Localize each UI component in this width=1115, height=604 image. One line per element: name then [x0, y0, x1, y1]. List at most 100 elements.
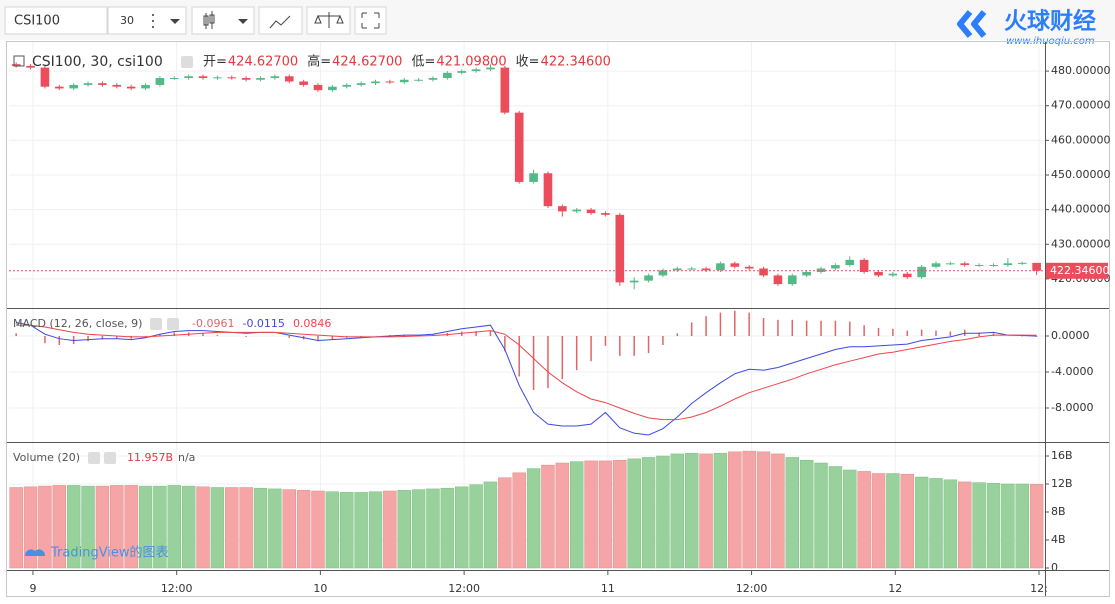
- y-tick-label: 16B: [1051, 449, 1073, 462]
- volume-bar: [153, 485, 167, 569]
- volume-bar: [210, 487, 225, 569]
- header-field-label: 低=: [411, 55, 435, 70]
- candle-body: [888, 273, 898, 276]
- candle-body: [169, 78, 179, 80]
- volume-bar: [828, 466, 843, 569]
- volume-bar: [239, 487, 253, 569]
- y-tick-label: 450.00000: [1051, 168, 1111, 181]
- y-tick-label: 460.00000: [1051, 133, 1111, 146]
- candle-body: [1032, 262, 1041, 271]
- candle-body: [1003, 263, 1013, 266]
- candle-body: [859, 259, 869, 272]
- volume-bar: [340, 492, 354, 569]
- candle-body: [256, 78, 265, 80]
- candle-body: [428, 78, 438, 80]
- x-tick-label: 12:00: [448, 582, 480, 595]
- candle-body: [83, 83, 93, 85]
- volume-bar: [167, 485, 181, 569]
- volume-bar: [124, 485, 138, 569]
- compare-icon: [314, 12, 344, 28]
- x-tick-label: 12:00: [736, 582, 768, 595]
- candle-body: [155, 78, 165, 85]
- volume-bar: [1001, 483, 1015, 569]
- y-tick-label: 470.00000: [1051, 99, 1111, 112]
- volume-bar: [613, 459, 627, 569]
- volume-bar: [95, 485, 110, 569]
- volume-bar: [455, 486, 469, 569]
- volume-bar: [52, 485, 67, 569]
- candle-body: [227, 77, 237, 79]
- volume-bar: [929, 478, 943, 569]
- volume-bar: [771, 453, 785, 569]
- y-tick-label: 430.00000: [1051, 237, 1111, 250]
- candle-body: [558, 206, 567, 212]
- y-tick-label: 480.00000: [1051, 64, 1111, 77]
- candle-body: [284, 76, 294, 82]
- candle-body: [759, 268, 768, 276]
- y-tick-label: 440.00000: [1051, 203, 1111, 216]
- volume-bar: [584, 460, 598, 569]
- y-tick-label: 12B: [1051, 477, 1073, 490]
- volume-bar: [728, 451, 742, 569]
- header-field-value: 422.34600: [541, 55, 611, 70]
- watermark-icon: [24, 549, 46, 556]
- volume-bar: [483, 481, 498, 569]
- volume-bar: [958, 481, 972, 569]
- candle-body: [514, 112, 524, 182]
- volume-bar: [38, 485, 52, 569]
- volume-bar: [972, 482, 986, 569]
- volume-bar: [426, 488, 440, 569]
- candle-body: [902, 273, 912, 278]
- dropdown-icon: [170, 19, 180, 24]
- indicators-button[interactable]: [258, 6, 303, 35]
- close-icon: [104, 452, 116, 464]
- close-icon: [167, 318, 179, 330]
- header-field-label: 收=: [516, 55, 540, 70]
- candle-body: [299, 81, 308, 85]
- candle-body: [601, 213, 610, 215]
- x-tick-label: 12:00: [161, 582, 193, 595]
- volume-bar: [1015, 483, 1029, 569]
- candle-body: [356, 83, 366, 85]
- candle-body: [69, 84, 78, 89]
- candle-body: [701, 268, 711, 271]
- candle-body: [572, 209, 582, 212]
- watermark: TradingView的图表: [50, 545, 169, 561]
- volume-bar: [684, 452, 699, 569]
- volume-last-value: 11.957B: [127, 451, 173, 464]
- volume-bar: [670, 453, 685, 569]
- volume-bar: [699, 453, 713, 569]
- volume-bar: [886, 473, 900, 569]
- volume-bar: [641, 457, 656, 569]
- plot-area: 912:001012:001112:001212:420.00000430.00…: [7, 42, 1111, 596]
- candle-body: [946, 263, 955, 265]
- volume-bar: [627, 458, 641, 569]
- volume-bar: [23, 486, 38, 569]
- candle-body: [198, 76, 208, 79]
- candle-body: [974, 265, 984, 267]
- candle-body: [399, 79, 409, 83]
- candle-body: [629, 280, 639, 283]
- volume-bar: [914, 476, 929, 569]
- volume-bar: [138, 485, 153, 569]
- volume-bar: [196, 486, 210, 569]
- candle-body: [40, 67, 50, 87]
- macd-legend-value: -0.0961: [192, 317, 234, 330]
- y-tick-label: 0: [1051, 561, 1058, 574]
- fullscreen-button[interactable]: [354, 6, 387, 35]
- x-tick-label: 12: [888, 582, 902, 595]
- candle-body: [371, 81, 380, 84]
- volume-bar: [440, 487, 455, 569]
- chart-frame: [6, 41, 1110, 597]
- volume-bar: [296, 490, 311, 569]
- header-field-value: 424.62700: [332, 55, 402, 70]
- symbol-input[interactable]: [4, 6, 108, 35]
- candle-body: [313, 84, 323, 91]
- volume-bar: [656, 455, 670, 569]
- candle-body: [26, 65, 35, 68]
- compare-button[interactable]: [306, 6, 351, 35]
- volume-bar: [555, 462, 570, 569]
- logo-icon: [957, 10, 987, 38]
- candle-body: [385, 81, 395, 83]
- y-tick-label: -4.0000: [1051, 365, 1093, 378]
